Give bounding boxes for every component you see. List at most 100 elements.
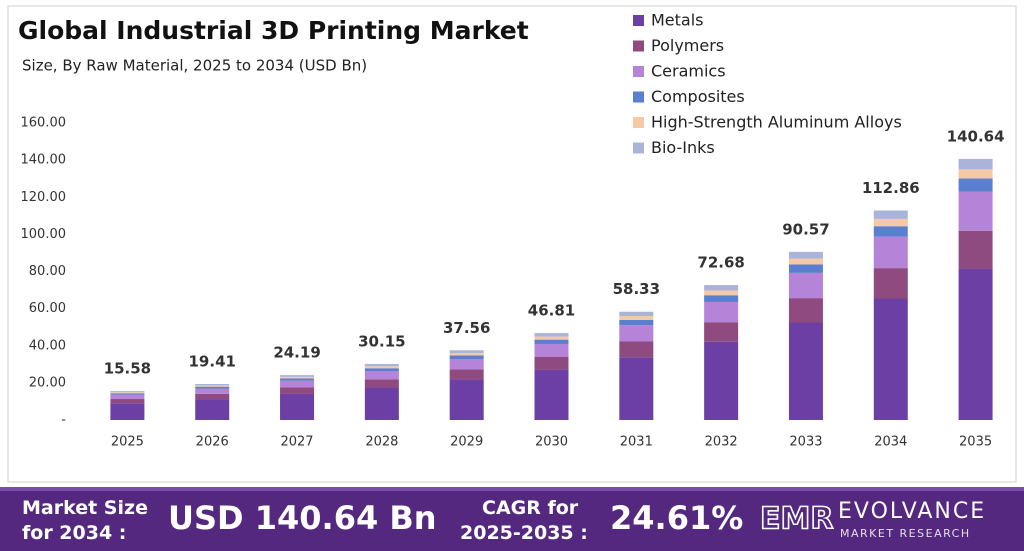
- legend-label: Bio-Inks: [651, 138, 715, 157]
- total-label: 24.19: [273, 344, 320, 362]
- x-tick-label: 2025: [111, 435, 144, 450]
- legend-swatch: [633, 66, 644, 77]
- bar-segment: [280, 375, 315, 377]
- x-tick-label: 2035: [959, 435, 992, 450]
- bar-segment: [873, 236, 908, 269]
- total-label: 46.81: [528, 302, 575, 320]
- total-label: 72.68: [697, 254, 744, 272]
- y-tick-label: 60.00: [29, 301, 66, 316]
- chart-frame: [7, 5, 1017, 483]
- total-label: 140.64: [947, 127, 1005, 145]
- legend-swatch: [633, 117, 644, 128]
- bar-segment: [449, 353, 484, 356]
- bar-segment: [110, 403, 145, 420]
- bar-segment: [534, 336, 569, 340]
- bar-segment: [449, 369, 484, 380]
- bar-segment: [449, 359, 484, 370]
- bar-segment: [280, 376, 315, 379]
- bar-segment: [195, 383, 230, 386]
- bar-segment: [195, 393, 230, 400]
- legend-swatch: [633, 142, 644, 154]
- bar-segment: [873, 268, 908, 299]
- legend-label: Metals: [651, 11, 704, 30]
- bar-segment: [704, 290, 739, 296]
- footer-band: [0, 487, 1024, 551]
- total-label: 19.41: [189, 352, 236, 370]
- bar-segment: [958, 169, 993, 179]
- market-size-value: USD 140.64 Bn: [168, 499, 437, 537]
- x-tick-label: 2027: [280, 435, 313, 450]
- bar-segment: [704, 295, 739, 302]
- x-tick-label: 2030: [535, 435, 568, 450]
- bar-segment: [280, 378, 315, 381]
- brand-name: EVOLVANCE: [838, 499, 986, 524]
- bar-segment: [788, 298, 823, 323]
- bar-segment: [364, 364, 399, 367]
- bar-segment: [534, 369, 569, 420]
- bar-segment: [195, 386, 230, 389]
- bar-segment: [110, 399, 145, 404]
- legend-swatch: [633, 15, 644, 26]
- y-tick-label: 160.00: [21, 116, 67, 131]
- legend-swatch: [633, 40, 644, 52]
- legend-label: High-Strength Aluminum Alloys: [651, 113, 902, 132]
- legend-swatch: [633, 91, 644, 103]
- bar-segment: [110, 394, 145, 400]
- bar-segment: [788, 272, 823, 299]
- bar-segment: [958, 158, 993, 170]
- bar-segment: [619, 357, 654, 420]
- bar-segment: [280, 380, 315, 388]
- bar-segment: [704, 322, 739, 342]
- total-label: 15.58: [104, 360, 151, 378]
- bar-segment: [449, 355, 484, 360]
- y-tick-label: 120.00: [21, 190, 67, 205]
- bar-segment: [704, 285, 739, 291]
- bar-segment: [788, 264, 823, 273]
- bar-segment: [873, 226, 908, 237]
- footer-edge: [0, 487, 1024, 491]
- logo-mark: EMR: [760, 502, 833, 537]
- bar-segment: [788, 322, 823, 420]
- cagr-label: CAGR for 2025-2035 :: [460, 497, 588, 544]
- bar-segment: [788, 258, 823, 265]
- market-size-label: Market Size for 2034 :: [22, 497, 148, 544]
- x-tick-label: 2034: [874, 435, 907, 450]
- bar-segment: [364, 387, 399, 420]
- bar-segment: [619, 325, 654, 342]
- bar-segment: [449, 350, 484, 354]
- bar-segment: [534, 343, 569, 357]
- y-tick-label: 80.00: [29, 264, 66, 279]
- bar-segment: [788, 251, 823, 259]
- bar-segment: [534, 339, 569, 344]
- x-tick-label: 2031: [620, 435, 653, 450]
- bar-segment: [958, 230, 993, 269]
- x-tick-label: 2026: [196, 435, 229, 450]
- total-label: 58.33: [613, 280, 660, 298]
- bar-segment: [110, 393, 145, 395]
- y-tick-label: 140.00: [21, 153, 67, 168]
- cagr-value: 24.61%: [610, 499, 743, 537]
- bar-segment: [619, 319, 654, 326]
- x-tick-label: 2028: [365, 435, 398, 450]
- bar-segment: [449, 379, 484, 420]
- bar-segment: [364, 366, 399, 369]
- legend-label: Composites: [651, 87, 745, 106]
- bar-segment: [534, 356, 569, 370]
- bar-segment: [364, 379, 399, 388]
- brand-sub: MARKET RESEARCH: [840, 527, 971, 540]
- x-tick-label: 2029: [450, 435, 483, 450]
- x-tick-label: 2032: [705, 435, 738, 450]
- bar-segment: [958, 268, 993, 420]
- bar-segment: [280, 393, 315, 420]
- bar-segment: [958, 191, 993, 231]
- bar-segment: [195, 385, 230, 387]
- total-label: 30.15: [358, 333, 405, 351]
- legend-label: Ceramics: [651, 62, 726, 81]
- bar-segment: [704, 301, 739, 323]
- bar-segment: [364, 368, 399, 372]
- bar-segment: [110, 392, 145, 394]
- legend-label: Polymers: [651, 36, 724, 55]
- bar-segment: [619, 316, 654, 320]
